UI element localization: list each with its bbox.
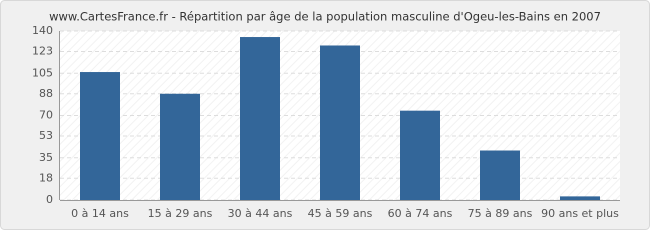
bar xyxy=(80,72,120,200)
bar xyxy=(240,37,280,201)
y-tick-label: 18 xyxy=(39,171,53,184)
bar xyxy=(400,110,440,200)
x-tick-label: 75 à 89 ans xyxy=(468,207,533,220)
y-tick-label: 53 xyxy=(39,129,53,142)
x-tick-label: 15 à 29 ans xyxy=(148,207,213,220)
y-tick-label: 105 xyxy=(32,66,53,79)
y-tick-label: 0 xyxy=(46,193,53,206)
x-tick-label: 45 à 59 ans xyxy=(308,207,373,220)
bar xyxy=(560,196,600,200)
x-tick-label: 90 ans et plus xyxy=(541,207,619,220)
bar xyxy=(160,93,200,200)
y-tick-label: 123 xyxy=(32,45,53,58)
chart: www.CartesFrance.fr - Répartition par âg… xyxy=(0,0,650,230)
x-tick-label: 30 à 44 ans xyxy=(228,207,293,220)
x-tick-label: 60 à 74 ans xyxy=(388,207,453,220)
y-tick-label: 70 xyxy=(39,109,53,122)
y-tick-label: 88 xyxy=(39,87,53,100)
chart-title: www.CartesFrance.fr - Répartition par âg… xyxy=(49,10,601,24)
bar xyxy=(480,150,520,200)
x-tick-label: 0 à 14 ans xyxy=(71,207,129,220)
bar xyxy=(320,45,360,200)
y-tick-label: 140 xyxy=(32,24,53,37)
y-tick-label: 35 xyxy=(39,151,53,164)
